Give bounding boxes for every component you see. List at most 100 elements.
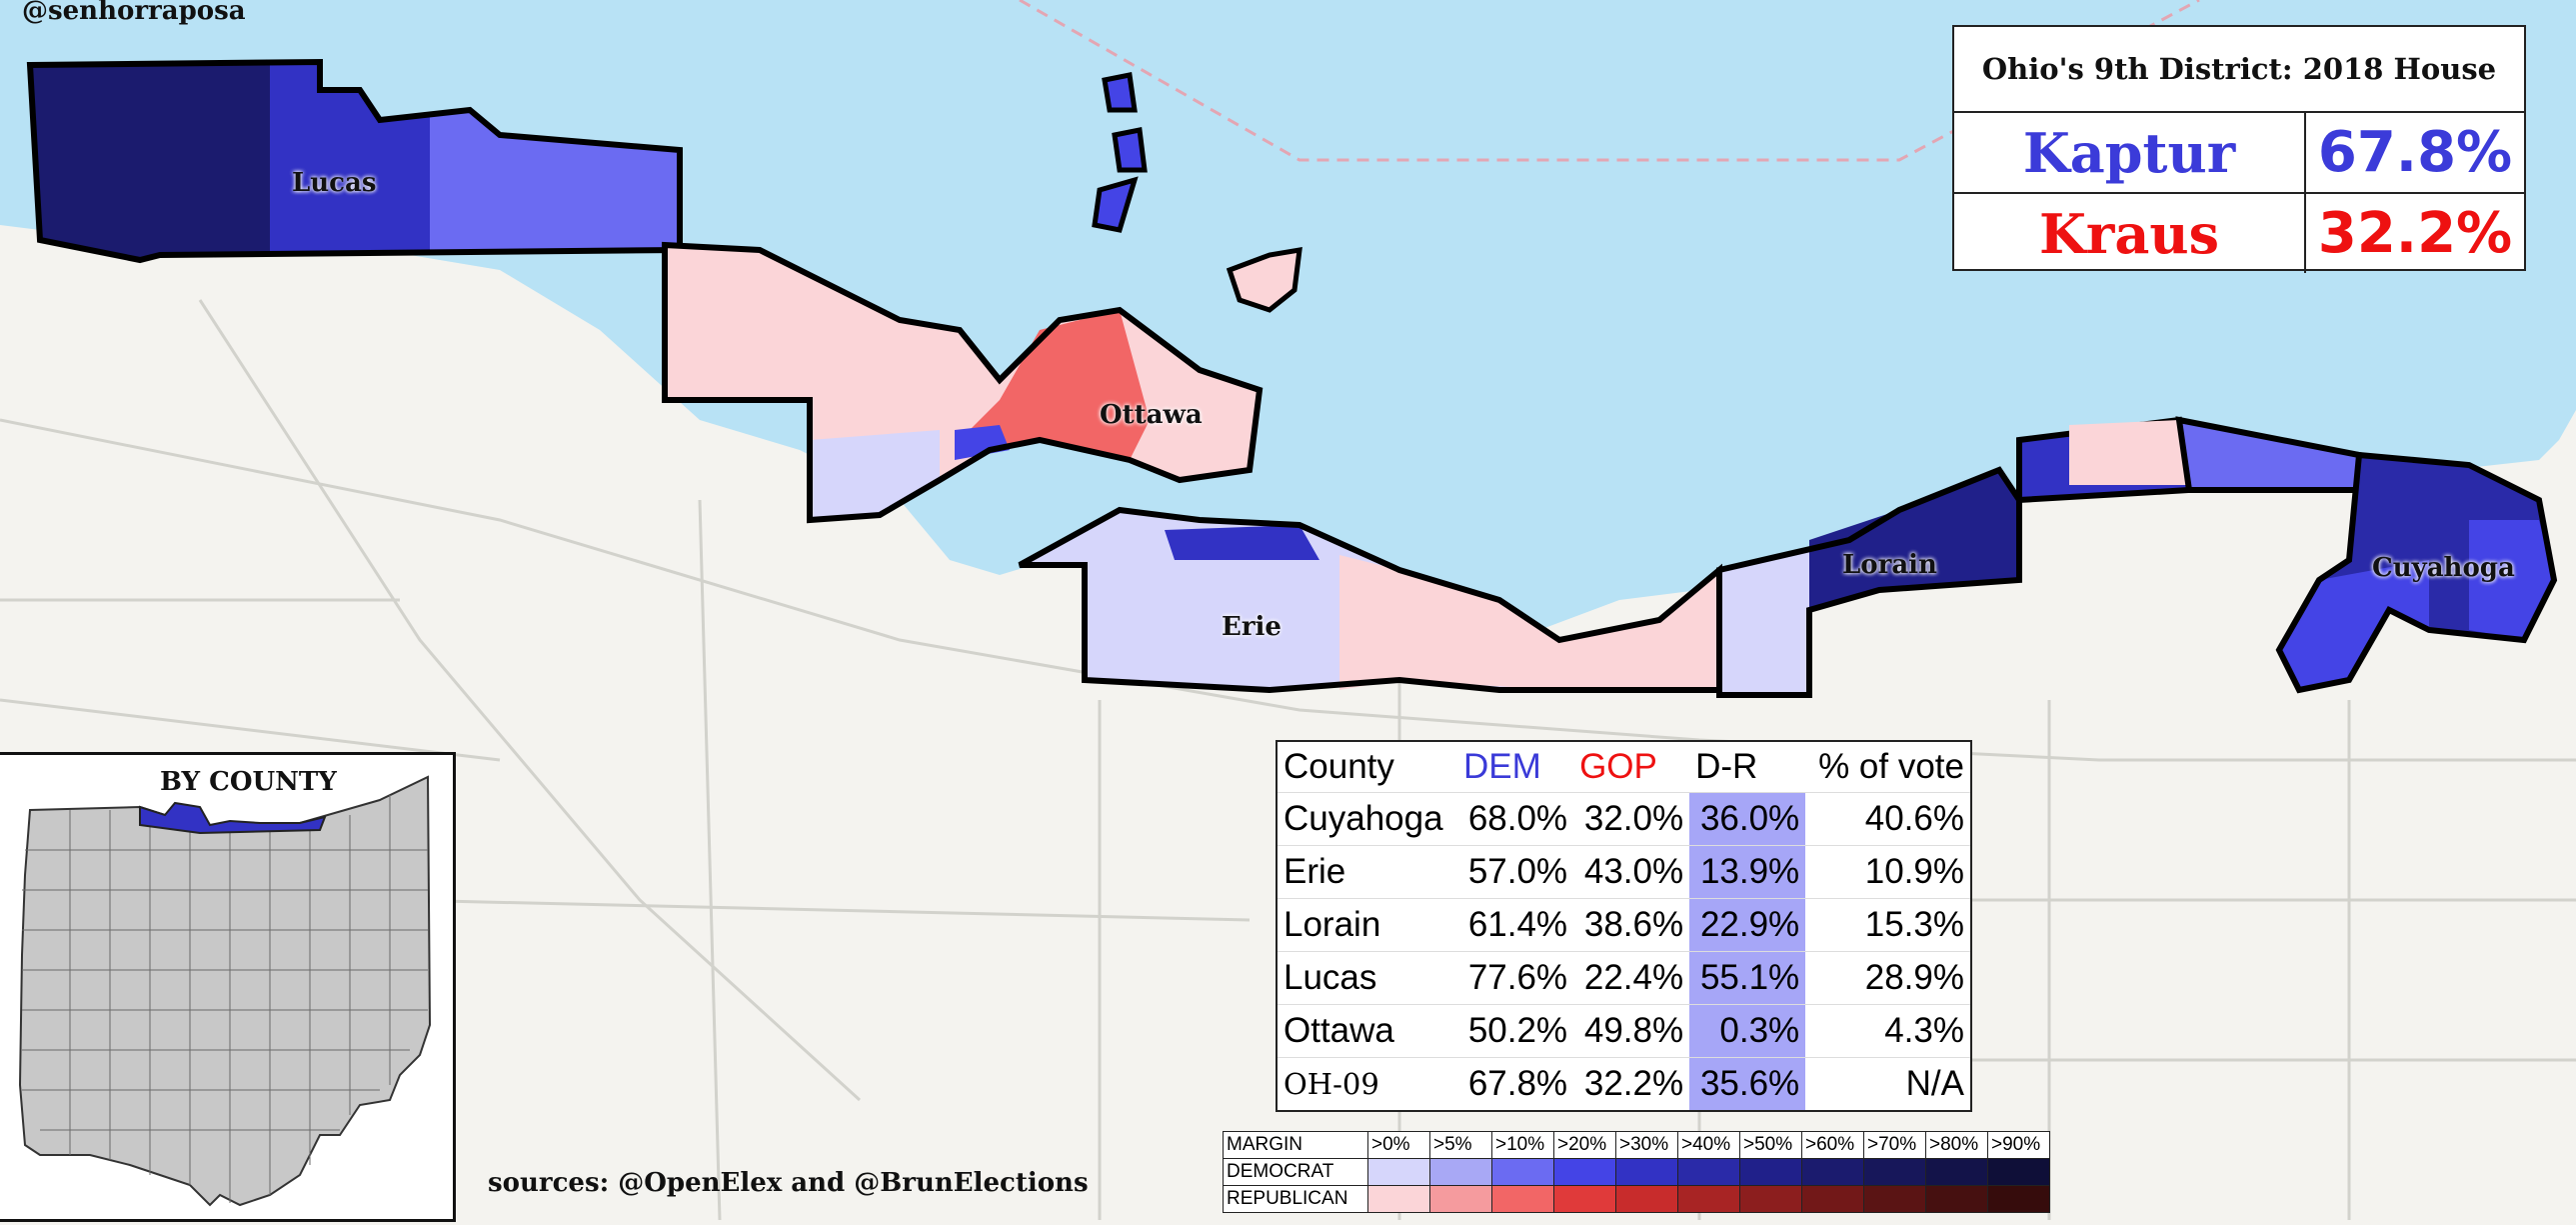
cell-share: 15.3% bbox=[1805, 898, 1971, 952]
candidate-pct: 32.2% bbox=[2317, 201, 2513, 266]
cell-dr: 55.1% bbox=[1689, 951, 1806, 1005]
cell-dr: 13.9% bbox=[1689, 845, 1806, 899]
legend-swatch-dem-8 bbox=[1863, 1158, 1926, 1186]
legend-bin: >20% bbox=[1553, 1131, 1616, 1159]
cell-gop: 43.0% bbox=[1573, 845, 1690, 899]
legend-swatch-rep-5 bbox=[1677, 1185, 1740, 1213]
legend-swatch-rep-6 bbox=[1739, 1185, 1802, 1213]
cell-dr: 36.0% bbox=[1689, 792, 1806, 846]
legend-bin: >60% bbox=[1801, 1131, 1864, 1159]
cell-gop: 38.6% bbox=[1573, 898, 1690, 952]
cell-gop: 32.0% bbox=[1573, 792, 1690, 846]
ohio-state-outline bbox=[18, 775, 432, 1207]
canada-border bbox=[1019, 0, 2200, 162]
result-row-kaptur: Kaptur 67.8% bbox=[1954, 113, 2524, 192]
county-results-table: County DEM GOP D-R % of vote Cuyahoga 68… bbox=[1276, 740, 1972, 1112]
cell-county: Lucas bbox=[1277, 951, 1457, 1005]
results-title: Ohio's 9th District: 2018 House bbox=[1954, 27, 2524, 113]
county-label-lorain: Lorain bbox=[1842, 550, 1937, 580]
county-lorain bbox=[1716, 416, 2362, 698]
table-row: Erie 57.0% 43.0% 13.9% 10.9% bbox=[1277, 845, 1971, 899]
table-header-row: County DEM GOP D-R % of vote bbox=[1277, 741, 1971, 793]
legend-swatch-rep-1 bbox=[1429, 1185, 1492, 1213]
header-dr: D-R bbox=[1695, 747, 1758, 786]
legend-bin: >50% bbox=[1739, 1131, 1802, 1159]
legend-swatch-dem-7 bbox=[1801, 1158, 1864, 1186]
county-erie bbox=[1018, 506, 1722, 694]
county-label-erie: Erie bbox=[1222, 612, 1282, 642]
legend-swatch-rep-7 bbox=[1801, 1185, 1864, 1213]
legend-swatch-rep-8 bbox=[1863, 1185, 1926, 1213]
county-label-lucas: Lucas bbox=[292, 168, 377, 198]
header-dem: DEM bbox=[1463, 747, 1541, 786]
legend-bin: >80% bbox=[1925, 1131, 1988, 1159]
table-row: Ottawa 50.2% 49.8% 0.3% 4.3% bbox=[1277, 1004, 1971, 1058]
legend-bin: >0% bbox=[1367, 1131, 1430, 1159]
header-share: % of vote bbox=[1818, 747, 1964, 786]
table-row: Lorain 61.4% 38.6% 22.9% 15.3% bbox=[1277, 898, 1971, 952]
county-ottawa bbox=[662, 72, 1302, 524]
legend-dem-label: DEMOCRAT bbox=[1223, 1158, 1368, 1186]
county-label-ottawa: Ottawa bbox=[1100, 400, 1203, 430]
county-cuyahoga bbox=[2275, 451, 2558, 694]
legend-rep-label: REPUBLICAN bbox=[1223, 1185, 1368, 1213]
cell-county: Erie bbox=[1277, 845, 1457, 899]
legend-swatch-dem-4 bbox=[1615, 1158, 1678, 1186]
legend-swatch-rep-2 bbox=[1491, 1185, 1554, 1213]
legend-bin: >70% bbox=[1863, 1131, 1926, 1159]
cell-share: 40.6% bbox=[1805, 792, 1971, 846]
legend-bin: >5% bbox=[1429, 1131, 1492, 1159]
legend-swatch-rep-3 bbox=[1553, 1185, 1616, 1213]
legend-swatch-rep-9 bbox=[1925, 1185, 1988, 1213]
cell-dem: 68.0% bbox=[1457, 792, 1574, 846]
table-row: Cuyahoga 68.0% 32.0% 36.0% 40.6% bbox=[1277, 792, 1971, 846]
cell-share: 28.9% bbox=[1805, 951, 1971, 1005]
legend-bin: >40% bbox=[1677, 1131, 1740, 1159]
cell-dem: 67.8% bbox=[1457, 1057, 1574, 1111]
legend-dem-row: DEMOCRAT bbox=[1223, 1158, 2050, 1186]
legend-swatch-dem-5 bbox=[1677, 1158, 1740, 1186]
legend-swatch-rep-4 bbox=[1615, 1185, 1678, 1213]
candidate-name: Kaptur bbox=[1954, 113, 2306, 192]
cell-dem: 57.0% bbox=[1457, 845, 1574, 899]
cell-dem: 77.6% bbox=[1457, 951, 1574, 1005]
cell-dr: 0.3% bbox=[1689, 1004, 1806, 1058]
credit-handle: @senhorraposa bbox=[22, 0, 246, 26]
cell-county: OH-09 bbox=[1277, 1057, 1457, 1111]
cell-dem: 50.2% bbox=[1457, 1004, 1574, 1058]
legend-swatch-rep-0 bbox=[1367, 1185, 1430, 1213]
cell-share: 4.3% bbox=[1805, 1004, 1971, 1058]
legend-bins-row: MARGIN >0% >5% >10% >20% >30% >40% >50% … bbox=[1223, 1131, 2050, 1159]
county-lucas bbox=[26, 58, 683, 264]
cell-county: Ottawa bbox=[1277, 1004, 1457, 1058]
legend-swatch-dem-6 bbox=[1739, 1158, 1802, 1186]
legend-swatch-dem-9 bbox=[1925, 1158, 1988, 1186]
header-county: County bbox=[1284, 747, 1394, 786]
cell-county: Cuyahoga bbox=[1277, 792, 1457, 846]
cell-gop: 32.2% bbox=[1573, 1057, 1690, 1111]
sources-credit: sources: @OpenElex and @BrunElections bbox=[488, 1168, 1089, 1198]
cell-dr: 35.6% bbox=[1689, 1057, 1806, 1111]
legend-swatch-dem-0 bbox=[1367, 1158, 1430, 1186]
table-row-total: OH-09 67.8% 32.2% 35.6% N/A bbox=[1277, 1057, 1971, 1111]
cell-dr: 22.9% bbox=[1689, 898, 1806, 952]
cell-share: N/A bbox=[1805, 1057, 1971, 1111]
cell-gop: 49.8% bbox=[1573, 1004, 1690, 1058]
legend-swatch-dem-3 bbox=[1553, 1158, 1616, 1186]
table-row: Lucas 77.6% 22.4% 55.1% 28.9% bbox=[1277, 951, 1971, 1005]
cell-gop: 22.4% bbox=[1573, 951, 1690, 1005]
legend-swatch-dem-1 bbox=[1429, 1158, 1492, 1186]
cell-share: 10.9% bbox=[1805, 845, 1971, 899]
legend-margin-label: MARGIN bbox=[1223, 1131, 1368, 1159]
margin-legend: MARGIN >0% >5% >10% >20% >30% >40% >50% … bbox=[1223, 1131, 2050, 1213]
candidate-pct: 67.8% bbox=[2317, 120, 2513, 185]
legend-bin: >30% bbox=[1615, 1131, 1678, 1159]
result-row-kraus: Kraus 32.2% bbox=[1954, 192, 2524, 273]
candidate-name: Kraus bbox=[1954, 194, 2306, 273]
header-gop: GOP bbox=[1579, 747, 1657, 786]
legend-swatch-dem-10 bbox=[1987, 1158, 2050, 1186]
cell-dem: 61.4% bbox=[1457, 898, 1574, 952]
inset-title: BY COUNTY bbox=[160, 767, 337, 797]
ohio-inset: BY COUNTY bbox=[0, 752, 456, 1222]
legend-bin: >90% bbox=[1987, 1131, 2050, 1159]
